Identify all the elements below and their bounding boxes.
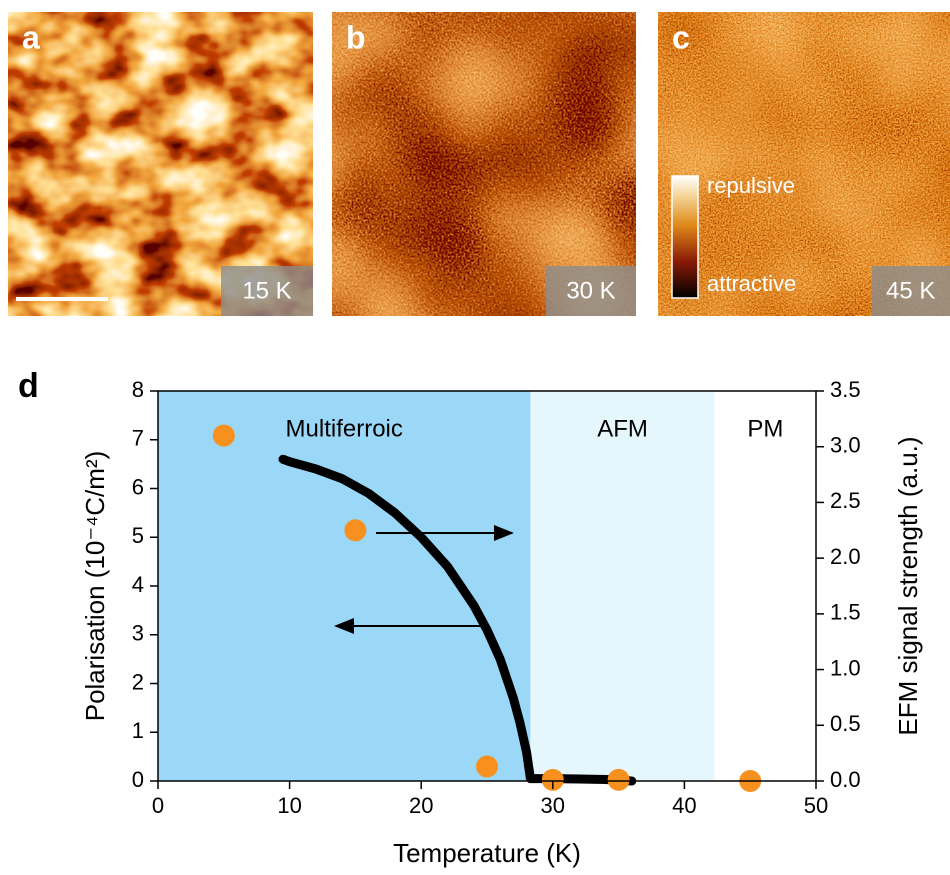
- x-axis-label: Temperature (K): [393, 838, 581, 868]
- y2-tick-label: 0.5: [830, 711, 861, 736]
- y-tick-label: 0: [132, 767, 144, 792]
- temp-box: [221, 266, 313, 316]
- efm-point: [212, 424, 235, 447]
- chart: d Temperature (K) Polarisation (10⁻⁴C/m²…: [18, 367, 923, 868]
- region: [530, 391, 715, 781]
- efm-image: [8, 12, 313, 316]
- colorbar-top-label: repulsive: [707, 173, 795, 198]
- region-label: AFM: [597, 415, 648, 442]
- colorbar: [671, 175, 699, 299]
- y-tick-label: 5: [132, 523, 144, 548]
- region-label: Multiferroic: [286, 415, 403, 442]
- x-tick-label: 0: [152, 793, 164, 818]
- region: [158, 391, 531, 781]
- panel-label: a: [22, 19, 40, 55]
- x-tick-label: 10: [277, 793, 301, 818]
- temp-box: [872, 266, 950, 316]
- x-tick-label: 20: [409, 793, 433, 818]
- x-tick-label: 40: [672, 793, 696, 818]
- region-label: PM: [747, 415, 783, 442]
- y2-axis-label: EFM signal strength (a.u.): [893, 436, 923, 735]
- y2-tick-label: 1.0: [830, 655, 861, 680]
- panel-a: a 15 K: [8, 12, 313, 316]
- y-tick-label: 4: [132, 572, 144, 597]
- temp-label: 30 K: [566, 277, 615, 304]
- temp-label: 15 K: [242, 277, 291, 304]
- efm-point: [607, 768, 630, 791]
- y2-tick-label: 3.5: [830, 377, 861, 402]
- colorbar-bottom-label: attractive: [707, 271, 796, 296]
- x-tick-label: 50: [804, 793, 828, 818]
- x-tick-label: 30: [541, 793, 565, 818]
- y-tick-label: 3: [132, 621, 144, 646]
- panel-label: d: [18, 367, 39, 405]
- y2-tick-label: 2.0: [830, 544, 861, 569]
- y2-tick-label: 2.5: [830, 488, 861, 513]
- panel-label: c: [672, 19, 690, 55]
- efm-image: [658, 12, 950, 316]
- efm-point: [476, 755, 498, 778]
- y-tick-label: 1: [132, 718, 144, 743]
- y-tick-label: 2: [132, 669, 144, 694]
- y-tick-label: 8: [132, 377, 144, 402]
- y2-tick-label: 3.0: [830, 433, 861, 458]
- y2-tick-label: 0.0: [830, 767, 861, 792]
- panel-label: b: [346, 19, 366, 55]
- panel-c: c repulsive attractive 45 K: [658, 12, 950, 316]
- efm-point: [541, 768, 564, 791]
- y-axis-label: Polarisation (10⁻⁴C/m²): [80, 451, 110, 722]
- panel-b: b 30 K: [332, 12, 636, 316]
- y-tick-label: 6: [132, 474, 144, 499]
- region: [714, 391, 816, 781]
- temp-label: 45 K: [886, 277, 935, 304]
- temp-box: [546, 266, 636, 316]
- y-tick-label: 7: [132, 426, 144, 451]
- efm-image: [332, 12, 636, 316]
- y2-tick-label: 1.5: [830, 600, 861, 625]
- efm-point: [344, 519, 367, 542]
